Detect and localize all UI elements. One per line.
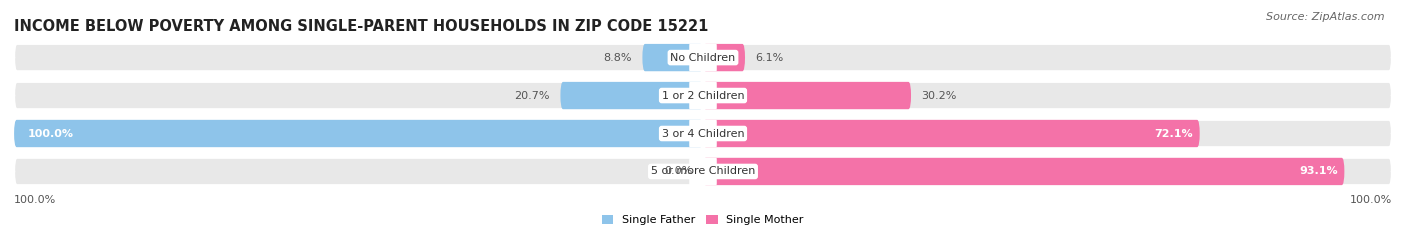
FancyBboxPatch shape xyxy=(703,120,1199,147)
FancyBboxPatch shape xyxy=(689,44,717,71)
Text: No Children: No Children xyxy=(671,53,735,63)
Text: 100.0%: 100.0% xyxy=(28,129,75,138)
FancyBboxPatch shape xyxy=(703,44,745,71)
Text: Source: ZipAtlas.com: Source: ZipAtlas.com xyxy=(1267,12,1385,22)
FancyBboxPatch shape xyxy=(703,82,911,109)
Text: 1 or 2 Children: 1 or 2 Children xyxy=(662,91,744,101)
FancyBboxPatch shape xyxy=(703,44,1392,71)
Text: 8.8%: 8.8% xyxy=(603,53,633,63)
FancyBboxPatch shape xyxy=(689,82,717,109)
FancyBboxPatch shape xyxy=(689,120,717,147)
Text: 93.1%: 93.1% xyxy=(1299,166,1337,176)
FancyBboxPatch shape xyxy=(703,82,1392,109)
Text: 100.0%: 100.0% xyxy=(14,195,56,205)
Legend: Single Father, Single Mother: Single Father, Single Mother xyxy=(598,211,808,230)
Text: 20.7%: 20.7% xyxy=(515,91,550,101)
Text: 6.1%: 6.1% xyxy=(755,53,783,63)
FancyBboxPatch shape xyxy=(703,120,1392,147)
Text: INCOME BELOW POVERTY AMONG SINGLE-PARENT HOUSEHOLDS IN ZIP CODE 15221: INCOME BELOW POVERTY AMONG SINGLE-PARENT… xyxy=(14,19,709,34)
FancyBboxPatch shape xyxy=(14,158,703,185)
Text: 5 or more Children: 5 or more Children xyxy=(651,166,755,176)
Text: 72.1%: 72.1% xyxy=(1154,129,1192,138)
FancyBboxPatch shape xyxy=(14,120,703,147)
Text: 100.0%: 100.0% xyxy=(1350,195,1392,205)
FancyBboxPatch shape xyxy=(14,82,703,109)
FancyBboxPatch shape xyxy=(703,158,1344,185)
Text: 0.0%: 0.0% xyxy=(665,166,693,176)
FancyBboxPatch shape xyxy=(643,44,703,71)
FancyBboxPatch shape xyxy=(14,44,703,71)
Text: 30.2%: 30.2% xyxy=(921,91,956,101)
FancyBboxPatch shape xyxy=(689,158,717,185)
Text: 3 or 4 Children: 3 or 4 Children xyxy=(662,129,744,138)
FancyBboxPatch shape xyxy=(561,82,703,109)
FancyBboxPatch shape xyxy=(14,120,703,147)
FancyBboxPatch shape xyxy=(703,158,1392,185)
